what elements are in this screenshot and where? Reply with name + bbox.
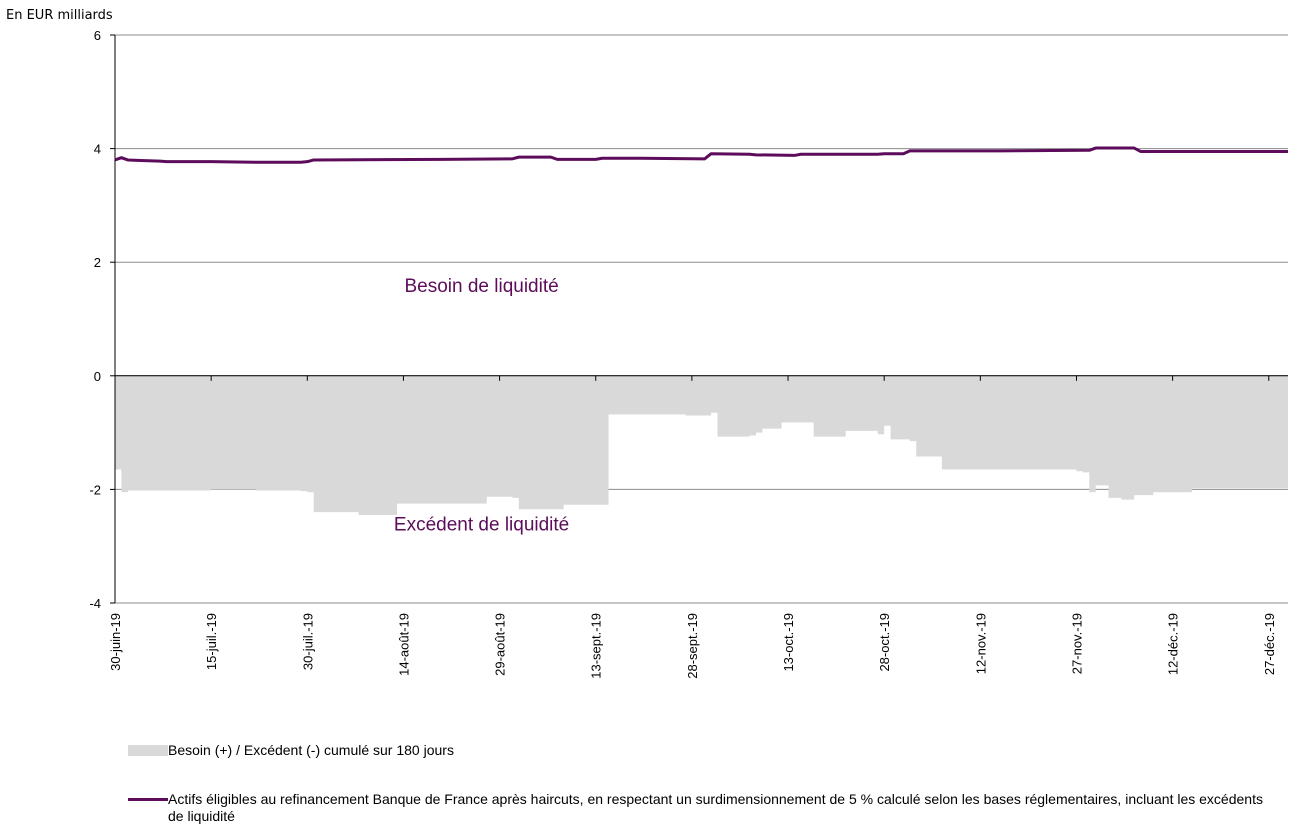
x-tick-label: 28-sept.-19 (685, 613, 700, 679)
annotation-besoin: Besoin de liquidité (404, 276, 558, 297)
x-tick-label: 28-oct.-19 (877, 613, 892, 672)
x-tick-label: 14-août-19 (396, 613, 411, 676)
x-tick-label: 27-déc.-19 (1262, 613, 1277, 675)
axes (110, 34, 1288, 604)
y-tick-label: 4 (94, 142, 101, 157)
annotations: Besoin de liquidité Excédent de liquidité (394, 276, 569, 536)
x-tick-label: 29-août-19 (493, 613, 508, 676)
x-tick-label: 15-juil.-19 (204, 613, 219, 670)
grid-lines (115, 34, 1288, 604)
legend-line-entry: Actifs éligibles au refinancement Banque… (128, 791, 1278, 825)
legend-area-swatch (128, 745, 168, 756)
y-tick-label: 6 (94, 28, 101, 43)
legend-area-entry: Besoin (+) / Excédent (-) cumulé sur 180… (128, 742, 454, 759)
x-tick-label: 12-nov.-19 (973, 613, 988, 674)
legend-line-label: Actifs éligibles au refinancement Banque… (168, 791, 1263, 824)
area-series (115, 375, 1288, 515)
y-tick-label: -2 (89, 482, 101, 497)
legend-line-swatch (128, 798, 168, 801)
x-tick-label: 27-nov.-19 (1069, 613, 1084, 674)
x-tick-label: 12-déc.-19 (1166, 613, 1181, 675)
y-tick-label: -4 (89, 596, 101, 611)
y-tick-label: 0 (94, 369, 101, 384)
y-tick-labels: -4 -2 0 2 4 6 (89, 28, 101, 611)
x-tick-label: 13-oct.-19 (781, 613, 796, 672)
x-tick-labels: 30-juin-19 15-juil.-19 30-juil.-19 14-août-… (108, 613, 1277, 679)
line-series-path (114, 146, 1288, 164)
legend-area-label: Besoin (+) / Excédent (-) cumulé sur 180… (168, 742, 454, 758)
x-tick-label: 30-juil.-19 (300, 613, 315, 670)
annotation-excedent: Excédent de liquidité (394, 514, 569, 535)
line-series (114, 146, 1288, 164)
y-tick-label: 2 (94, 255, 101, 270)
x-tick-label: 30-juin-19 (108, 613, 123, 671)
area-series-path (115, 375, 1288, 515)
unit-label: En EUR milliards (6, 8, 113, 23)
x-tick-label: 13-sept.-19 (589, 613, 604, 679)
